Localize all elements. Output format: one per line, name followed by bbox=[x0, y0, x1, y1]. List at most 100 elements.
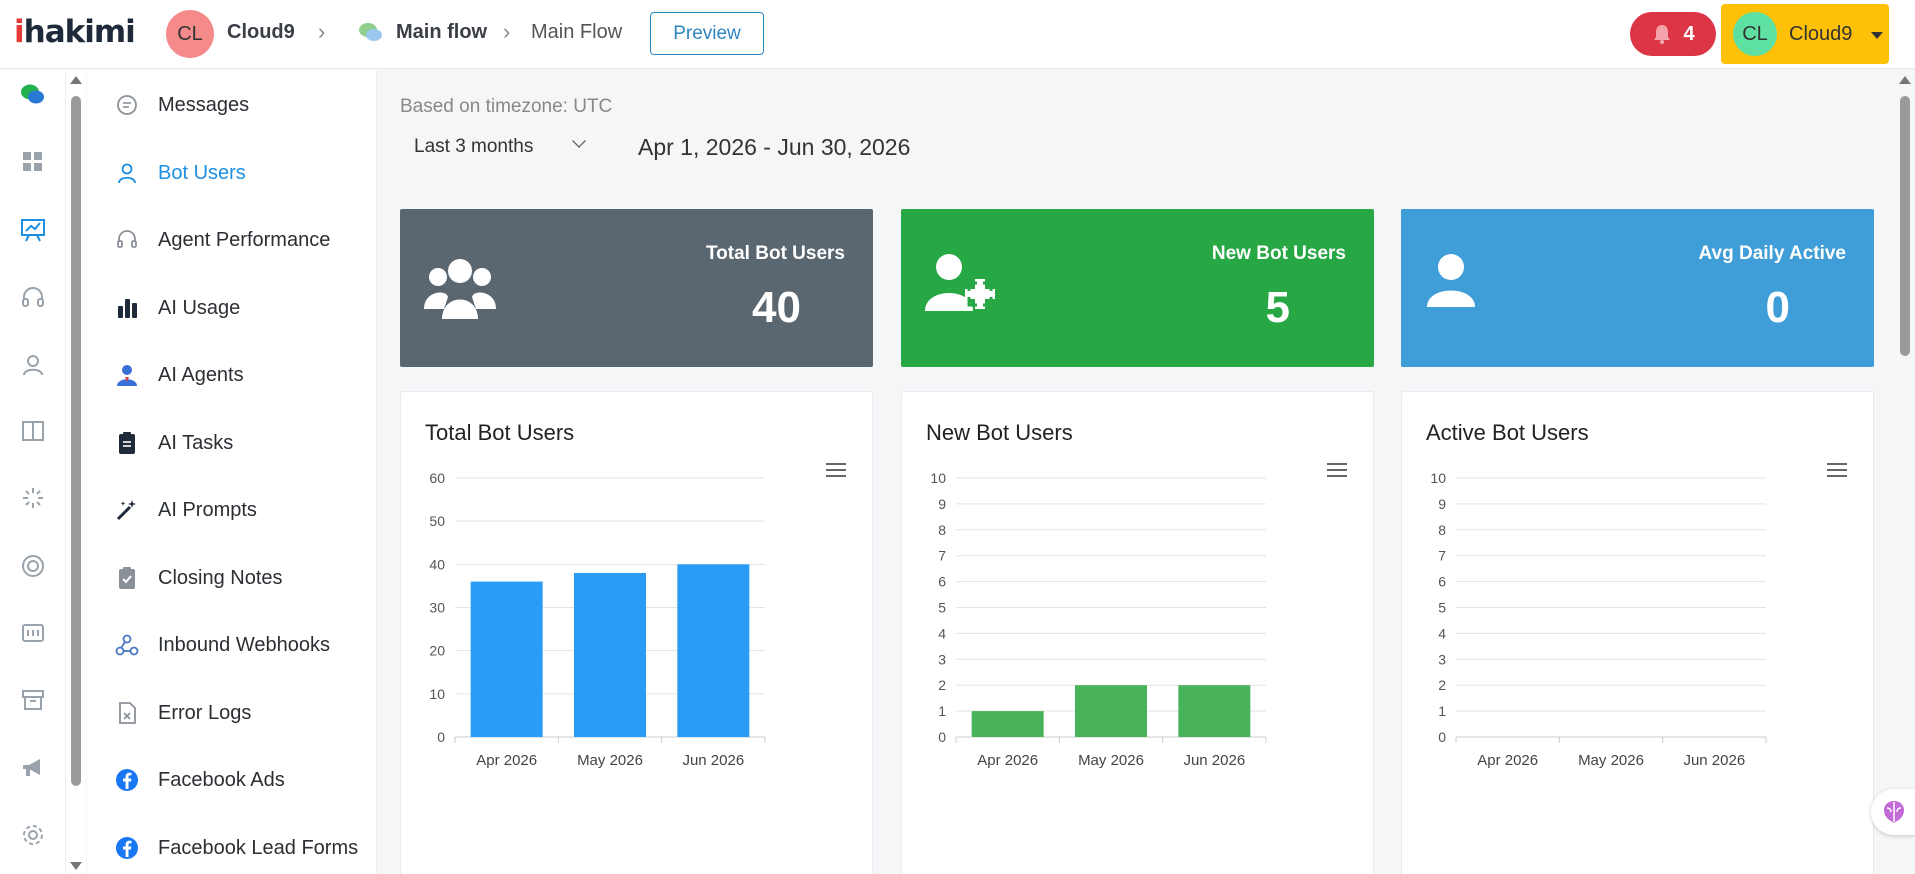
y-tick-label: 20 bbox=[429, 643, 445, 659]
y-tick-label: 0 bbox=[1438, 729, 1446, 745]
user-name: Cloud9 bbox=[1789, 23, 1853, 45]
timezone-note: Based on timezone: UTC bbox=[400, 96, 613, 117]
scroll-up-arrow-icon[interactable] bbox=[1899, 76, 1911, 84]
user-menu-button[interactable]: CL Cloud9 bbox=[1721, 4, 1889, 64]
archive-icon[interactable] bbox=[20, 687, 46, 713]
chart-menu-icon[interactable] bbox=[1827, 462, 1847, 478]
user-icon bbox=[1427, 254, 1475, 307]
user-icon[interactable] bbox=[20, 352, 46, 378]
date-range-select[interactable]: Last 3 months bbox=[400, 126, 610, 166]
users-group-icon bbox=[424, 259, 496, 319]
agent-icon bbox=[117, 365, 137, 386]
facebook-icon bbox=[116, 837, 138, 859]
menu-item-label: Bot Users bbox=[158, 162, 246, 184]
analytics-menu: Messages Bot Users Agent Performance AI … bbox=[87, 70, 377, 874]
date-range-picker[interactable]: Apr 1, 2026 - Jun 30, 2026 bbox=[638, 134, 911, 160]
y-tick-label: 0 bbox=[938, 729, 946, 745]
lifebuoy-icon[interactable] bbox=[20, 553, 46, 579]
y-tick-label: 40 bbox=[429, 556, 445, 572]
menu-item-label: AI Agents bbox=[158, 364, 244, 386]
breadcrumb-flow-group[interactable]: Main flow bbox=[396, 21, 488, 43]
bar bbox=[1075, 685, 1147, 737]
user-plus-icon bbox=[925, 254, 995, 311]
bar bbox=[574, 572, 646, 737]
notification-count: 4 bbox=[1683, 22, 1695, 45]
clipboard-check-icon bbox=[119, 567, 135, 589]
y-tick-label: 0 bbox=[437, 729, 445, 745]
x-tick-label: Apr 2026 bbox=[1477, 752, 1538, 769]
menu-item-messages[interactable]: Messages bbox=[87, 80, 377, 130]
bar-chart: 0 1 2 3 4 5 6 7 8 9 10 Apr 2026 May 2026 Jun 2026 bbox=[930, 470, 1267, 769]
chart-title: Active Bot Users bbox=[1426, 420, 1589, 445]
y-tick-label: 2 bbox=[938, 677, 946, 693]
top-bar: ihakimi CL Cloud9 › Main flow › Main Flo… bbox=[0, 0, 1915, 69]
scrollbar-thumb[interactable] bbox=[71, 96, 81, 786]
workspace-avatar[interactable]: CL bbox=[166, 10, 214, 58]
headset-icon bbox=[117, 230, 137, 248]
chevron-down-icon bbox=[572, 134, 586, 148]
dashboard-grid-icon[interactable] bbox=[20, 149, 46, 175]
analytics-board-icon[interactable] bbox=[20, 217, 46, 243]
x-tick-label: Apr 2026 bbox=[977, 752, 1038, 769]
menu-scrollbar[interactable] bbox=[66, 70, 86, 874]
chat-bubbles-icon[interactable] bbox=[20, 82, 46, 108]
bar-chart: 0 1 2 3 4 5 6 7 8 9 10 Apr 2026 May 2026 Jun 2026 bbox=[1430, 470, 1767, 769]
menu-item-closing-notes[interactable]: Closing Notes bbox=[87, 553, 377, 603]
y-tick-label: 10 bbox=[1430, 470, 1446, 486]
menu-item-label: Error Logs bbox=[158, 702, 252, 724]
preview-button[interactable]: Preview bbox=[650, 12, 764, 55]
breadcrumb-flow-name[interactable]: Main Flow bbox=[531, 21, 623, 43]
bell-icon bbox=[1654, 25, 1671, 45]
brain-icon bbox=[1884, 801, 1904, 823]
menu-item-facebook-ads[interactable]: Facebook Ads bbox=[87, 755, 377, 805]
y-tick-label: 4 bbox=[938, 625, 946, 641]
y-tick-label: 5 bbox=[1438, 600, 1446, 616]
scroll-down-arrow-icon[interactable] bbox=[70, 862, 82, 870]
y-tick-label: 8 bbox=[1438, 522, 1446, 538]
y-tick-label: 5 bbox=[938, 600, 946, 616]
menu-item-facebook-lead-forms[interactable]: Facebook Lead Forms bbox=[87, 823, 377, 873]
y-tick-label: 10 bbox=[930, 470, 946, 486]
menu-item-ai-prompts[interactable]: AI Prompts bbox=[87, 485, 377, 535]
chart-menu-icon[interactable] bbox=[1327, 462, 1347, 478]
workspace-name[interactable]: Cloud9 bbox=[227, 21, 295, 43]
menu-item-agent-performance[interactable]: Agent Performance bbox=[87, 215, 377, 265]
y-tick-label: 2 bbox=[1438, 677, 1446, 693]
bar bbox=[677, 564, 750, 737]
megaphone-icon[interactable] bbox=[20, 755, 46, 781]
loader-icon[interactable] bbox=[20, 485, 46, 511]
menu-item-error-logs[interactable]: Error Logs bbox=[87, 688, 377, 738]
menu-item-ai-agents[interactable]: AI Agents bbox=[87, 350, 377, 400]
date-range-select-value: Last 3 months bbox=[414, 136, 534, 157]
x-tick-label: Jun 2026 bbox=[682, 752, 744, 769]
notifications-button[interactable]: 4 bbox=[1630, 12, 1716, 56]
menu-item-ai-usage[interactable]: AI Usage bbox=[87, 283, 377, 333]
y-tick-label: 9 bbox=[1438, 496, 1446, 512]
message-icon bbox=[117, 95, 137, 115]
y-tick-label: 7 bbox=[938, 548, 946, 564]
scroll-up-arrow-icon[interactable] bbox=[70, 76, 82, 84]
gear-icon[interactable] bbox=[20, 822, 46, 848]
menu-item-inbound-webhooks[interactable]: Inbound Webhooks bbox=[87, 620, 377, 670]
y-tick-label: 30 bbox=[429, 600, 445, 616]
y-tick-label: 3 bbox=[1438, 651, 1446, 667]
y-tick-label: 4 bbox=[1438, 625, 1446, 641]
menu-item-label: Messages bbox=[158, 94, 250, 116]
logo[interactable]: ihakimi bbox=[14, 14, 136, 50]
bar-chart-icon bbox=[118, 299, 137, 318]
stat-card-total-bot-users: Total Bot Users 40 bbox=[400, 209, 873, 367]
ai-assistant-button[interactable] bbox=[1871, 789, 1915, 835]
columns-icon[interactable] bbox=[20, 418, 46, 444]
scrollbar-thumb[interactable] bbox=[1900, 96, 1910, 356]
facebook-icon bbox=[116, 769, 138, 791]
menu-item-ai-tasks[interactable]: AI Tasks bbox=[87, 418, 377, 468]
stat-title: Avg Daily Active bbox=[1698, 243, 1846, 264]
y-tick-label: 7 bbox=[1438, 548, 1446, 564]
headset-icon[interactable] bbox=[20, 285, 46, 311]
stat-value: 0 bbox=[1765, 283, 1790, 332]
tasks-board-icon[interactable] bbox=[20, 620, 46, 646]
magic-wand-icon bbox=[116, 500, 136, 521]
chart-menu-icon[interactable] bbox=[826, 462, 846, 478]
menu-item-bot-users[interactable]: Bot Users bbox=[87, 148, 377, 198]
page-scrollbar[interactable] bbox=[1895, 70, 1915, 874]
